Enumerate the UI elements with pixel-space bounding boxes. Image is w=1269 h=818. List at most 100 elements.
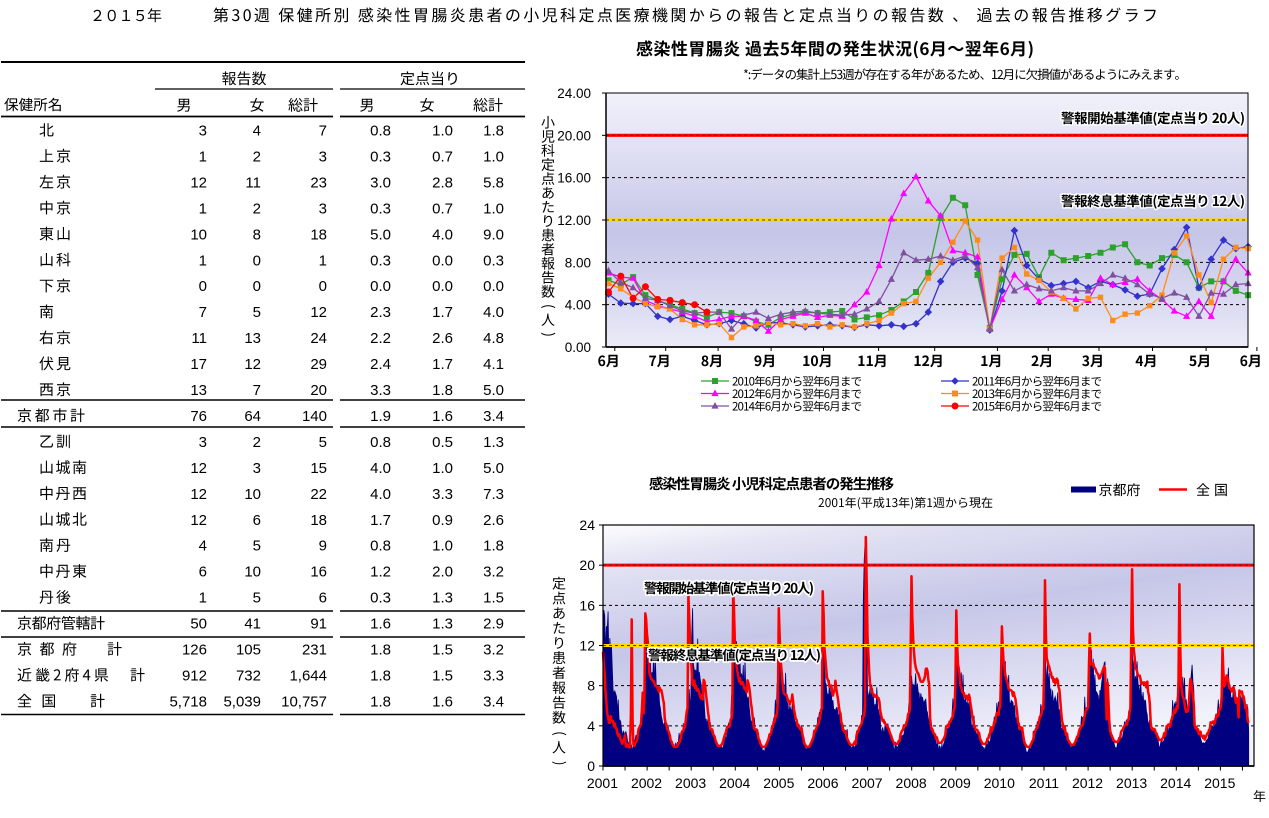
svg-text:4.0: 4.0 — [370, 486, 391, 503]
svg-text:2014: 2014 — [1160, 775, 1191, 791]
svg-text:1.6: 1.6 — [432, 408, 453, 425]
svg-text:3: 3 — [319, 148, 327, 165]
svg-text:0.3: 0.3 — [370, 590, 391, 607]
svg-text:13: 13 — [244, 330, 261, 347]
svg-text:4.1: 4.1 — [483, 356, 504, 373]
svg-text:29: 29 — [310, 356, 327, 373]
svg-text:9.0: 9.0 — [483, 226, 504, 243]
svg-text:3.2: 3.2 — [483, 642, 504, 659]
svg-text:0.7: 0.7 — [432, 148, 453, 165]
svg-text:2005: 2005 — [763, 775, 794, 791]
svg-text:0.8: 0.8 — [370, 123, 391, 140]
svg-text:1.8: 1.8 — [370, 693, 391, 710]
svg-text:2007: 2007 — [851, 775, 882, 791]
svg-text:24: 24 — [310, 330, 327, 347]
svg-text:1.6: 1.6 — [370, 616, 391, 633]
svg-text:2004: 2004 — [719, 775, 750, 791]
svg-text:16: 16 — [310, 564, 327, 581]
svg-text:1.7: 1.7 — [432, 356, 453, 373]
svg-text:0.9: 0.9 — [432, 512, 453, 529]
svg-text:0.0: 0.0 — [370, 278, 391, 295]
svg-text:22: 22 — [310, 486, 327, 503]
svg-text:2002: 2002 — [631, 775, 662, 791]
svg-text:2011: 2011 — [1029, 775, 1059, 791]
svg-text:231: 231 — [302, 642, 327, 659]
svg-text:4.00: 4.00 — [565, 298, 591, 313]
svg-text:12: 12 — [244, 356, 261, 373]
svg-text:11: 11 — [245, 174, 261, 191]
svg-text:140: 140 — [302, 408, 327, 425]
svg-text:0.8: 0.8 — [370, 434, 391, 451]
svg-text:1: 1 — [199, 148, 207, 165]
svg-text:2013: 2013 — [1116, 775, 1147, 791]
svg-text:5.8: 5.8 — [483, 174, 504, 191]
svg-text:1.7: 1.7 — [432, 304, 453, 321]
svg-text:0: 0 — [253, 252, 261, 269]
svg-text:2015: 2015 — [1204, 775, 1235, 791]
svg-text:1: 1 — [199, 200, 207, 217]
svg-text:0: 0 — [587, 758, 595, 774]
svg-text:0.00: 0.00 — [565, 340, 591, 355]
svg-text:17: 17 — [190, 356, 207, 373]
svg-text:10: 10 — [244, 564, 261, 581]
svg-text:6: 6 — [319, 590, 327, 607]
svg-text:12: 12 — [190, 460, 207, 477]
svg-text:2009: 2009 — [940, 775, 971, 791]
svg-text:1.8: 1.8 — [483, 538, 504, 555]
svg-text:23: 23 — [310, 174, 327, 191]
svg-text:1.7: 1.7 — [370, 512, 391, 529]
svg-text:1.9: 1.9 — [370, 408, 391, 425]
svg-text:912: 912 — [182, 667, 207, 684]
svg-text:2010: 2010 — [984, 775, 1015, 791]
svg-text:1.5: 1.5 — [432, 642, 453, 659]
svg-text:105: 105 — [236, 642, 261, 659]
svg-text:1.3: 1.3 — [483, 434, 504, 451]
svg-text:0.8: 0.8 — [370, 538, 391, 555]
svg-text:2.4: 2.4 — [370, 356, 391, 373]
svg-text:2008: 2008 — [896, 775, 927, 791]
svg-text:3.3: 3.3 — [370, 382, 391, 399]
svg-text:41: 41 — [244, 616, 261, 633]
svg-text:20: 20 — [310, 382, 327, 399]
svg-text:1.8: 1.8 — [432, 382, 453, 399]
svg-text:2.9: 2.9 — [483, 616, 504, 633]
svg-text:1: 1 — [199, 590, 207, 607]
svg-text:10: 10 — [190, 226, 207, 243]
svg-text:0.3: 0.3 — [370, 148, 391, 165]
svg-text:4.0: 4.0 — [432, 226, 453, 243]
svg-text:8: 8 — [253, 226, 261, 243]
svg-text:2: 2 — [253, 148, 261, 165]
svg-text:18: 18 — [310, 226, 327, 243]
svg-text:5: 5 — [319, 434, 327, 451]
svg-text:3: 3 — [253, 460, 261, 477]
svg-text:1.5: 1.5 — [483, 590, 504, 607]
svg-text:16: 16 — [579, 597, 595, 613]
svg-text:0.3: 0.3 — [370, 200, 391, 217]
svg-text:2003: 2003 — [675, 775, 706, 791]
svg-text:12: 12 — [190, 174, 207, 191]
svg-text:0.0: 0.0 — [432, 252, 453, 269]
svg-text:126: 126 — [182, 642, 207, 659]
svg-text:1.6: 1.6 — [432, 693, 453, 710]
svg-text:20: 20 — [579, 557, 595, 573]
svg-text:18: 18 — [310, 512, 327, 529]
svg-text:2.0: 2.0 — [432, 564, 453, 581]
svg-text:0.0: 0.0 — [432, 278, 453, 295]
svg-text:5: 5 — [253, 304, 261, 321]
svg-text:2012: 2012 — [1072, 775, 1103, 791]
svg-text:2001: 2001 — [587, 775, 618, 791]
svg-text:24: 24 — [579, 517, 595, 533]
svg-text:12: 12 — [579, 638, 595, 654]
svg-text:5,039: 5,039 — [223, 693, 261, 710]
svg-text:5,718: 5,718 — [169, 693, 207, 710]
svg-text:11: 11 — [191, 330, 207, 347]
svg-text:4.0: 4.0 — [370, 460, 391, 477]
svg-text:3.3: 3.3 — [483, 667, 504, 684]
svg-text:12.00: 12.00 — [557, 213, 591, 228]
svg-text:5.0: 5.0 — [483, 382, 504, 399]
svg-text:1.2: 1.2 — [370, 564, 391, 581]
svg-text:8.00: 8.00 — [565, 255, 591, 270]
svg-text:0.3: 0.3 — [370, 252, 391, 269]
svg-text:2.8: 2.8 — [432, 174, 453, 191]
svg-text:1.0: 1.0 — [432, 538, 453, 555]
